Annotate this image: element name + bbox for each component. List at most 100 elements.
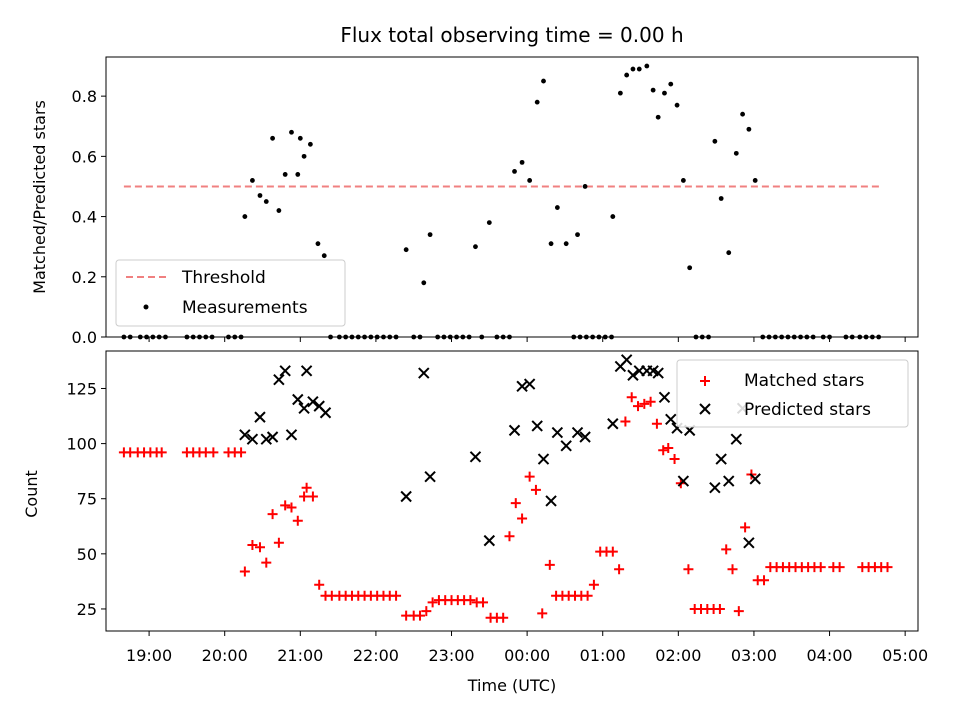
matched-star-point [280, 500, 291, 511]
bottom-y-axis-label: Count [22, 470, 41, 518]
matched-star-point [427, 597, 438, 608]
predicted-star-point [579, 431, 591, 443]
measurement-point [486, 220, 492, 225]
legend-measurements-label: Measurements [182, 298, 308, 318]
measurement-point [687, 265, 693, 271]
legend-threshold-label: Threshold [181, 268, 266, 288]
predicted-star-point [658, 391, 671, 404]
predicted-star-point [551, 426, 564, 439]
matched-star-point [273, 537, 284, 548]
x-tick-label: 21:00 [277, 646, 323, 665]
matched-star-point [733, 606, 744, 617]
matched-star-point [236, 447, 247, 458]
measurement-point [315, 241, 321, 247]
measurement-point [733, 150, 739, 156]
matched-star-point [421, 606, 432, 617]
predicted-star-point [627, 369, 639, 381]
predicted-star-point [279, 365, 291, 377]
predicted-star-point [239, 429, 251, 441]
matched-star-point [504, 531, 515, 542]
matched-star-point [301, 482, 312, 493]
measurement-point [548, 241, 554, 247]
x-tick-label: 19:00 [126, 646, 172, 665]
matched-star-point [307, 491, 318, 502]
matched-star-point [498, 612, 509, 623]
legend-matched-swatch [700, 376, 710, 386]
matched-star-point [415, 610, 426, 621]
bottom-plot-frame [105, 350, 919, 632]
measurement-point [242, 214, 248, 219]
y-tick-label: 75 [77, 490, 97, 509]
predicted-star-point [469, 451, 482, 463]
x-tick-label: 04:00 [806, 646, 852, 665]
predicted-star-point [260, 433, 272, 445]
predicted-star-point [537, 453, 550, 465]
measurement-point [541, 78, 546, 84]
measurement-point [740, 111, 745, 117]
matched-star-point [815, 562, 826, 573]
x-tick-label: 00:00 [504, 646, 550, 665]
measurement-point [650, 87, 656, 93]
measurement-point [427, 232, 433, 238]
predicted-star-point [709, 481, 721, 494]
matched-star-point [607, 546, 618, 557]
y-tick-label: 0.0 [72, 328, 97, 347]
matched-star-point [834, 562, 845, 573]
predicted-star-point [319, 407, 332, 419]
predicted-star-point [571, 426, 584, 439]
predicted-star-point [620, 354, 633, 366]
top-legend-box [115, 259, 346, 327]
measurement-point [297, 135, 303, 141]
matched-star-point [588, 579, 599, 590]
measurement-point [289, 129, 294, 135]
measurement-point [636, 66, 642, 72]
matched-star-point [299, 491, 310, 502]
x-tick-label: 22:00 [353, 646, 399, 665]
predicted-star-point [483, 534, 496, 547]
top-legend: Threshold Measurements [115, 259, 346, 327]
matched-star-point [465, 595, 476, 606]
matched-star-point [292, 515, 303, 526]
predicted-star-point [246, 433, 259, 445]
measurement-point [726, 250, 732, 256]
measurement-point [519, 159, 525, 165]
measurement-point [403, 247, 409, 253]
measurement-point [624, 72, 630, 78]
measurement-point [662, 90, 667, 96]
measurement-point [630, 66, 636, 72]
predicted-star-point [715, 453, 727, 465]
matched-star-point [714, 603, 725, 614]
matched-star-point [633, 401, 644, 412]
matched-star-point [510, 498, 521, 509]
predicted-star-point [723, 475, 735, 487]
x-tick-label: 23:00 [428, 646, 474, 665]
y-tick-label: 0.6 [72, 147, 97, 166]
predicted-star-point [418, 367, 430, 379]
predicted-star-point [266, 431, 279, 443]
measurement-point [307, 141, 313, 147]
predicted-star-point [730, 433, 743, 445]
measurement-point [512, 169, 517, 174]
y-tick-label: 25 [77, 600, 97, 619]
measurement-point [301, 153, 307, 159]
predicted-star-point [749, 473, 761, 485]
matched-star-point [620, 416, 631, 427]
y-tick-label: 0.2 [72, 268, 97, 287]
matched-star-point [537, 608, 548, 619]
matched-star-point [759, 575, 770, 586]
predicted-star-point [307, 396, 319, 408]
matched-star-point [261, 557, 272, 568]
matched-star-point [683, 564, 694, 575]
measurement-point [712, 138, 718, 144]
matched-star-point [208, 447, 219, 458]
matched-star-point [614, 564, 625, 575]
predicted-star-point [424, 470, 436, 483]
bottom-legend: Matched stars Predicted stars [676, 359, 909, 428]
measurement-point [617, 90, 623, 96]
matched-star-point [669, 454, 680, 465]
matched-star-point [582, 590, 593, 601]
predicted-star-point [254, 411, 266, 423]
measurement-point [655, 114, 661, 120]
matched-star-point [267, 509, 278, 520]
matched-star-point [517, 513, 528, 524]
